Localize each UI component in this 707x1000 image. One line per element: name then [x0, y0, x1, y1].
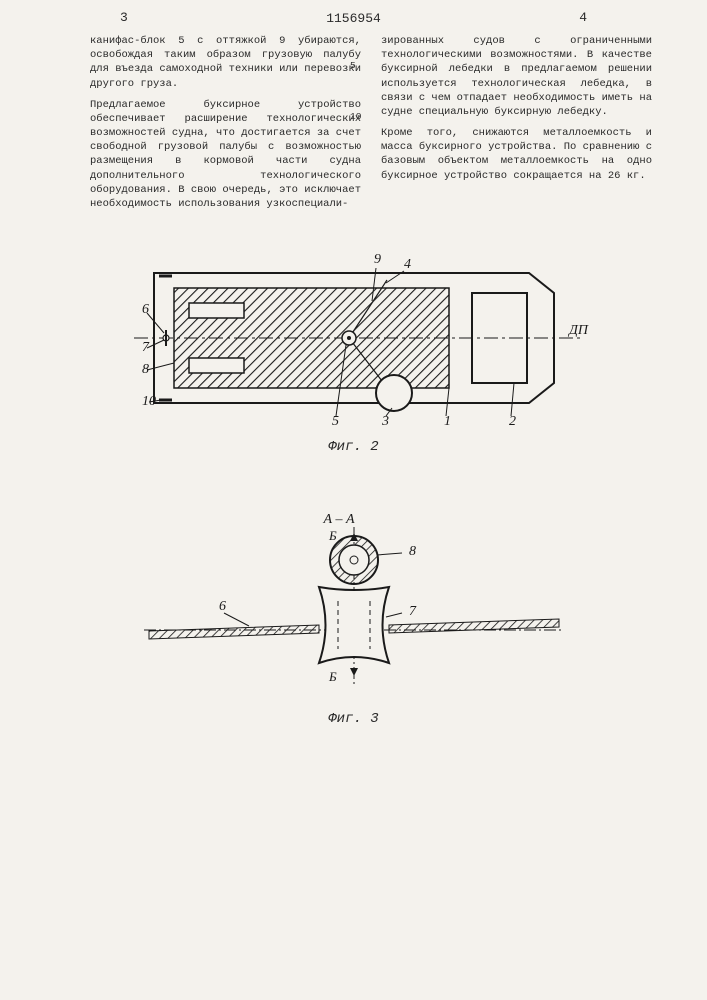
line-marker: 5 — [350, 60, 361, 71]
figure-2-caption: Фиг. 2 — [0, 439, 707, 455]
svg-text:8: 8 — [409, 544, 416, 559]
document-number: 1156954 — [0, 11, 707, 26]
figure-3-svg: А – АББ876 — [114, 505, 594, 705]
line-marker: 10 — [350, 111, 361, 122]
svg-text:4: 4 — [404, 257, 411, 272]
paragraph: Кроме того, снижаются металлоемкость и м… — [381, 126, 652, 183]
page-num-right: 4 — [579, 10, 587, 25]
svg-text:10: 10 — [142, 394, 156, 409]
page-num-left: 3 — [120, 10, 128, 25]
svg-text:2: 2 — [509, 414, 516, 429]
svg-text:6: 6 — [142, 302, 149, 317]
svg-text:Б: Б — [328, 669, 337, 684]
svg-text:5: 5 — [332, 414, 339, 429]
figure-3: А – АББ876 Фиг. 3 — [0, 505, 707, 727]
svg-text:8: 8 — [142, 362, 149, 377]
svg-text:Б: Б — [328, 528, 337, 543]
svg-text:6: 6 — [219, 599, 226, 614]
line-number-markers: 5 10 — [350, 60, 361, 122]
text-columns: канифас-блок 5 с оттяжкой 9 убираются, о… — [0, 26, 707, 218]
svg-text:А – А: А – А — [322, 512, 355, 527]
svg-text:7: 7 — [142, 340, 150, 355]
paragraph: Предлагаемое буксирное устройство обеспе… — [90, 98, 361, 211]
svg-text:ДП: ДП — [567, 323, 589, 338]
paragraph: зированных судов с ограниченными техноло… — [381, 34, 652, 119]
paragraph: канифас-блок 5 с оттяжкой 9 убираются, о… — [90, 34, 361, 91]
figure-2-svg: ДП 9 4 6 7 8 10 5 3 1 2 — [114, 243, 594, 433]
column-right: зированных судов с ограниченными техноло… — [381, 34, 652, 218]
svg-text:1: 1 — [444, 414, 451, 429]
svg-text:7: 7 — [409, 604, 417, 619]
figure-2: ДП 9 4 6 7 8 10 5 3 1 2 Фиг. 2 — [0, 243, 707, 455]
column-left: канифас-блок 5 с оттяжкой 9 убираются, о… — [90, 34, 361, 218]
svg-text:9: 9 — [374, 252, 381, 267]
svg-text:3: 3 — [381, 414, 389, 429]
figure-3-caption: Фиг. 3 — [0, 711, 707, 727]
